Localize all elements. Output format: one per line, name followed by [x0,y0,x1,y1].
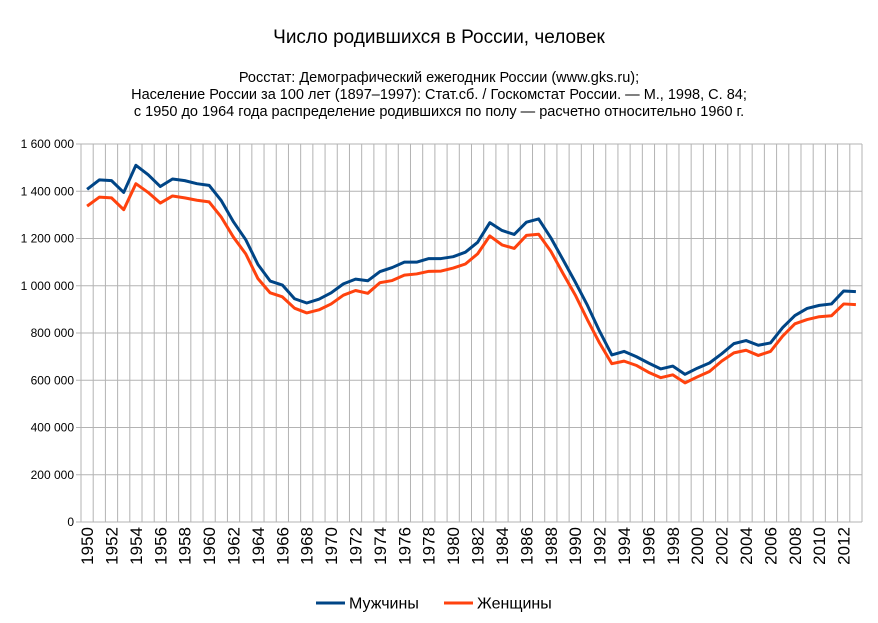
legend-label-female: Женщины [477,596,552,613]
y-tick-label: 800 000 [31,326,75,340]
y-tick-label: 0 [67,515,74,529]
chart-subtitle-line-1: Росстат: Демографический ежегодник Росси… [239,70,639,86]
y-tick-label: 1 400 000 [21,184,75,198]
y-tick-label: 600 000 [31,373,75,387]
y-tick-label: 200 000 [31,468,75,482]
y-tick-label: 1 000 000 [21,279,75,293]
x-tick-label: 1962 [224,527,243,565]
chart-subtitle-line-2: Население России за 100 лет (1897–1997):… [131,87,747,103]
x-tick-label: 1996 [639,527,658,565]
x-tick-label: 2000 [688,527,707,565]
x-tick-label: 1994 [615,527,634,565]
x-tick-label: 1954 [127,527,146,565]
chart-title: Число родившихся в России, человек [273,27,605,48]
x-tick-label: 1956 [151,527,170,565]
x-tick-label: 2010 [810,527,829,565]
legend-label-male: Мужчины [349,596,419,613]
x-tick-label: 2008 [786,527,805,565]
x-tick-label: 1968 [298,527,317,565]
x-tick-label: 1976 [395,527,414,565]
x-tick-label: 1982 [469,527,488,565]
x-tick-label: 1986 [517,527,536,565]
y-tick-label: 400 000 [31,421,75,435]
x-tick-label: 1966 [273,527,292,565]
legend: Мужчины Женщины [316,596,552,613]
x-tick-label: 1978 [420,527,439,565]
x-tick-label: 2002 [713,527,732,565]
x-tick-label: 1958 [176,527,195,565]
x-tick-label: 1972 [347,527,366,565]
x-tick-label: 1950 [78,527,97,565]
x-tick-label: 2012 [835,527,854,565]
series-line-female [86,182,856,385]
x-tick-label: 1990 [566,527,585,565]
y-axis-ticks: 0 200 000 400 000 600 000 800 000 1 000 000 1 … [21,137,75,529]
x-tick-label: 1988 [542,527,561,565]
y-tick-label: 1 200 000 [21,232,75,246]
y-tick-label: 1 600 000 [21,137,75,151]
x-tick-label: 1970 [322,527,341,565]
x-tick-label: 1964 [249,527,268,565]
series-lines [86,163,856,385]
x-tick-label: 1974 [371,527,390,565]
x-tick-label: 1998 [664,527,683,565]
x-axis-ticks: 1950 1952 1954 1956 1958 1960 1962 1964 1966 1968… [78,527,854,565]
x-tick-label: 1960 [200,527,219,565]
series-line-male [86,163,856,376]
x-tick-label: 2004 [737,527,756,565]
x-tick-label: 1980 [444,527,463,565]
x-tick-label: 1992 [591,527,610,565]
grid [76,143,863,523]
x-tick-label: 1984 [493,527,512,565]
x-tick-label: 2006 [761,527,780,565]
x-tick-label: 1952 [102,527,121,565]
chart-subtitle-line-3: с 1950 до 1964 года распределение родивш… [134,104,744,120]
